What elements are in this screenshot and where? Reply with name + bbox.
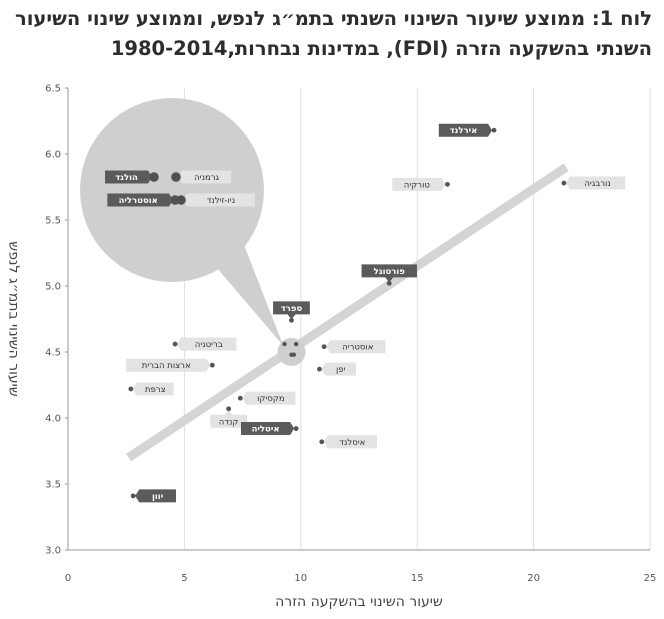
x-tick-label: 5: [181, 573, 187, 584]
y-axis-label: שיעור השינוי בתמ״ג לנפש: [6, 241, 23, 397]
data-point: [561, 180, 567, 186]
point-label-box: [242, 391, 296, 405]
data-point: [289, 317, 294, 323]
zoom-label-text: אוסטרליה: [119, 196, 158, 206]
data-point: [319, 439, 325, 445]
y-tick-label: 6.5: [45, 84, 61, 95]
zoom-point: [170, 195, 180, 205]
magnifier-pointer: [217, 245, 284, 346]
data-point: [321, 344, 327, 350]
y-tick-label: 4.0: [45, 414, 61, 425]
point-label-text: ספרד: [281, 304, 303, 314]
point-label-text: נורבגיה: [584, 179, 610, 189]
x-tick-label: 25: [644, 573, 657, 584]
point-label-text: אירלנד: [450, 126, 478, 136]
point-label-box: [392, 177, 446, 191]
title-line-2: השנתי בהשקעה הזרה (FDI), במדינות נבחרות,…: [110, 37, 652, 60]
y-tick-label: 5.0: [45, 282, 61, 293]
data-point: [386, 280, 392, 286]
point-label-box: [177, 337, 237, 351]
data-point: [172, 341, 178, 347]
y-tick-label: 5.5: [45, 216, 61, 227]
trend-line: [126, 163, 569, 462]
cluster-point: [293, 341, 299, 347]
point-label-text: קנדה: [219, 417, 239, 427]
zoom-label-box: [183, 193, 255, 207]
y-tick-label: 4.5: [45, 348, 61, 359]
data-point: [237, 395, 243, 401]
data-point: [491, 127, 497, 133]
point-label-box: [210, 409, 248, 428]
point-label-box: [321, 362, 357, 376]
point-label-box: [565, 176, 626, 190]
title-line-1: לוח 1: ממוצע שיעור השינוי השנתי בתמ״ג לנ…: [14, 7, 652, 30]
y-tick-label: 3.0: [45, 546, 61, 557]
trend-line-layer: [126, 163, 569, 462]
point-label-text: מקסיקו: [257, 394, 285, 404]
data-points: אירלנד טורקיה נורבגיה פורטוגל ספרד בריטניה ארצ…: [105, 123, 626, 503]
point-label-box: [323, 435, 377, 449]
x-tick-label: 15: [411, 573, 424, 584]
point-label-text: פורטוגל: [374, 267, 406, 277]
point-label-box: [326, 340, 386, 354]
zoom-label-text: הולנד: [115, 173, 138, 183]
point-label-text: איסלנד: [339, 438, 365, 448]
y-tick-label: 3.5: [45, 480, 61, 491]
data-point: [130, 493, 136, 499]
zoom-label-box: [178, 170, 232, 184]
x-tick-label: 10: [294, 573, 307, 584]
point-label-box: [273, 301, 310, 320]
zoom-point: [171, 172, 181, 182]
data-point: [317, 366, 322, 372]
zoom-label-box: [105, 170, 152, 184]
point-label-box: [135, 489, 176, 503]
x-tick-label: 20: [527, 573, 540, 584]
cluster-point: [282, 341, 287, 347]
point-label-text: איטליה: [252, 425, 280, 435]
zoom-label-box: [107, 193, 173, 207]
point-label-box: [438, 123, 493, 137]
point-label-text: אוסטריה: [342, 343, 373, 353]
point-label-text: יוון: [152, 492, 163, 502]
data-point: [128, 386, 134, 392]
point-label-box: [240, 422, 295, 436]
point-label-text: צרפת: [145, 385, 166, 395]
x-tick-label: 0: [65, 573, 71, 584]
point-label-text: טורקיה: [404, 180, 431, 190]
data-point: [293, 426, 299, 431]
chart-title: לוח 1: ממוצע שיעור השינוי השנתי בתמ״ג לנ…: [12, 4, 652, 64]
point-label-text: יפן: [336, 365, 346, 375]
point-label-text: בריטניה: [195, 340, 223, 350]
zoom-point: [149, 172, 159, 182]
point-label-box: [126, 358, 211, 372]
axes: 0 5 10 15 20 25 3.0 3.5 4.0 4.5 5.0 5.5 6.0 6.5: [45, 84, 656, 585]
cluster-point: [291, 352, 297, 357]
zoom-label-text: גרמניה: [194, 173, 219, 183]
point-label-box: [361, 264, 417, 283]
y-tick-label: 6.0: [45, 150, 61, 161]
data-point: [226, 406, 232, 412]
x-axis-label: שיעור השינוי בהשקעה הזרה: [275, 594, 443, 610]
y-axis-label-box: שיעור השינוי בתמ״ג לנפש: [2, 88, 26, 550]
zoom-label-text: ניו-זילנד: [207, 196, 235, 206]
magnifier-bubble: [80, 98, 306, 366]
point-label-box: [132, 382, 174, 396]
data-point: [445, 181, 450, 187]
point-label-text: ארצות הברית: [142, 361, 191, 371]
magnifier-circle: [80, 98, 264, 282]
data-point: [209, 362, 215, 368]
